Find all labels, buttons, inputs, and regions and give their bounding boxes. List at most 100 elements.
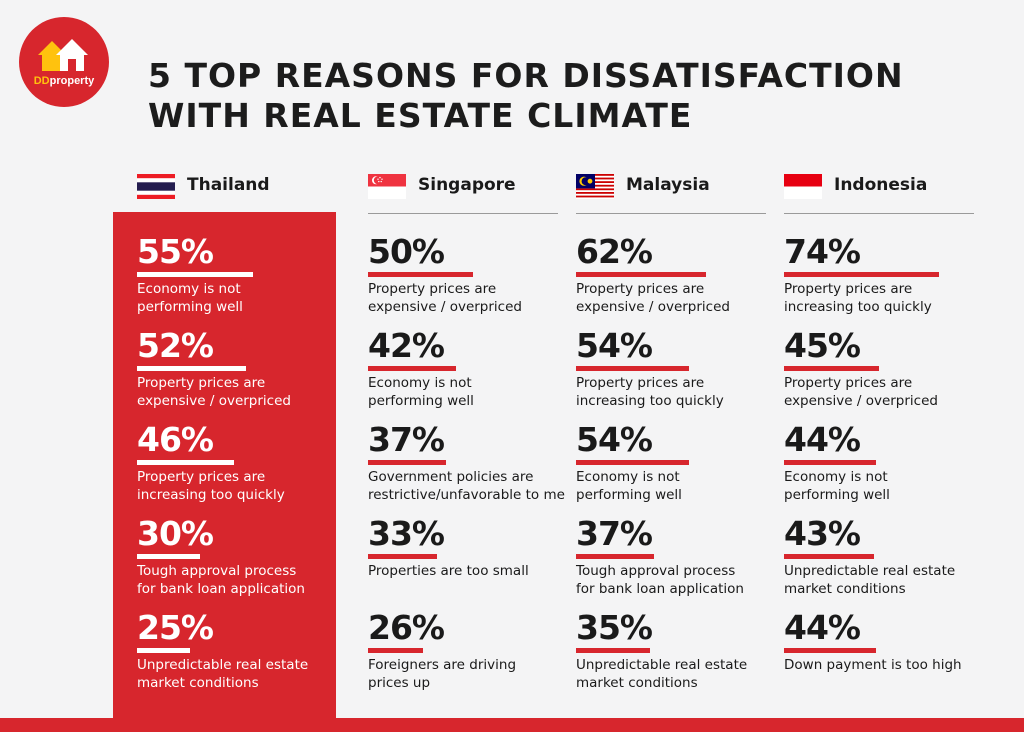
reason-line-1: Economy is not [576,469,680,485]
reason-label: Property prices are expensive / overprice… [368,280,568,316]
percent-label: 74% [784,232,861,271]
reason-label: Unpredictable real estate market conditio… [784,562,984,598]
reason-label: Government policies are restrictive/unfav… [368,468,568,504]
reason-line-1: Tough approval process [576,563,736,579]
percent-bar [137,366,246,371]
reason-label: Property prices are expensive / overprice… [784,374,984,410]
reason-line-2: performing well [784,487,890,503]
reason-item: 42% Economy is not performing well [368,326,568,409]
reason-line-1: Unpredictable real estate [784,563,956,579]
percent-label: 30% [137,514,214,553]
percent-label: 52% [137,326,214,365]
percent-label: 25% [137,608,214,647]
reason-label: Economy is not performing well [576,468,776,504]
reason-line-2: for bank loan application [137,581,305,597]
reason-label: Economy is not performing well [368,374,568,410]
percent-bar [784,272,939,277]
reason-line-2: market conditions [137,675,259,691]
country-header: Indonesia [784,170,974,214]
reason-line-1: Properties are too small [368,563,529,579]
percent-bar [576,272,706,277]
house-icon [38,39,88,71]
page-title: 5 TOP REASONS FOR DISSATISFACTION WITH R… [148,56,968,136]
percent-label: 26% [368,608,445,647]
reason-line-1: Unpredictable real estate [137,657,309,673]
percent-label: 43% [784,514,861,553]
reason-line-1: Tough approval process [137,563,297,579]
percent-label: 46% [137,420,214,459]
reason-label: Unpredictable real estate market conditio… [576,656,776,692]
reason-line-1: Economy is not [137,281,241,297]
percent-label: 37% [368,420,445,459]
reason-line-2: performing well [368,393,474,409]
reason-item: 35% Unpredictable real estate market condi… [576,608,776,691]
thailand-flag-icon [137,174,175,199]
reason-label: Property prices are increasing too quickl… [576,374,776,410]
reason-item: 25% Unpredictable real estate market condi… [137,608,337,691]
percent-label: 54% [576,326,653,365]
percent-bar [576,460,689,465]
country-column-malaysia: Malaysia 62% Property prices are expensive… [576,170,766,691]
percent-label: 42% [368,326,445,365]
reason-line-1: Unpredictable real estate [576,657,748,673]
percent-bar [368,554,437,559]
reason-item: 74% Property prices are increasing too qui… [784,232,984,315]
reason-item: 54% Economy is not performing well [576,422,776,503]
reason-line-2: performing well [137,299,243,315]
reason-label: Unpredictable real estate market conditio… [137,656,337,692]
header-rule [576,213,766,214]
reason-label: Down payment is too high [784,656,984,674]
reason-item: 43% Unpredictable real estate market condi… [784,514,984,597]
reason-line-2: market conditions [784,581,906,597]
percent-bar [576,366,689,371]
title-line-1: 5 TOP REASONS FOR DISSATISFACTION [148,56,904,95]
reason-label: Property prices are expensive / overprice… [137,374,337,410]
reason-item: 26% Foreigners are driving prices up [368,608,568,691]
reason-line-2: prices up [368,675,431,691]
reason-line-2: expensive / overpriced [368,299,522,315]
reason-line-2: increasing too quickly [576,393,724,409]
percent-label: 35% [576,608,653,647]
reason-line-1: Property prices are [784,375,913,391]
reason-item: 44% Down payment is too high [784,608,984,673]
percent-label: 33% [368,514,445,553]
percent-bar [784,648,876,653]
reason-line-1: Foreigners are driving [368,657,517,673]
reason-line-1: Government policies are [368,469,534,485]
percent-bar [368,460,446,465]
ddproperty-logo: DDproperty [19,17,109,107]
percent-bar [576,648,650,653]
country-name-malaysia: Malaysia [626,175,710,195]
country-header: Malaysia [576,170,766,214]
reason-line-2: restrictive/unfavorable to me [368,487,565,503]
reason-item: 50% Property prices are expensive / overpr… [368,232,568,315]
reason-line-1: Property prices are [368,281,497,297]
percent-bar [576,554,654,559]
reason-line-2: increasing too quickly [137,487,285,503]
malaysia-flag-icon [576,174,614,199]
percent-label: 50% [368,232,445,271]
percent-label: 37% [576,514,653,553]
reason-line-2: expensive / overpriced [137,393,291,409]
reason-item: 30% Tough approval process for bank loan a… [137,514,337,597]
percent-bar [368,272,473,277]
percent-label: 45% [784,326,861,365]
reason-line-1: Economy is not [368,375,472,391]
reason-label: Property prices are increasing too quickl… [784,280,984,316]
percent-bar [368,648,423,653]
reason-line-2: expensive / overpriced [784,393,938,409]
reason-item: 46% Property prices are increasing too qui… [137,420,337,503]
reason-line-2: for bank loan application [576,581,744,597]
reason-line-1: Property prices are [137,469,266,485]
percent-label: 44% [784,608,861,647]
country-header: Singapore [368,170,558,214]
logo-wordmark: DDproperty [33,75,95,87]
reason-label: Tough approval process for bank loan appl… [137,562,337,598]
reason-label: Economy is not performing well [784,468,984,504]
reason-line-1: Property prices are [137,375,266,391]
percent-bar [784,554,874,559]
reason-line-1: Property prices are [576,281,705,297]
reason-line-1: Economy is not [784,469,888,485]
reason-item: 37% Government policies are restrictive/un… [368,420,568,503]
indonesia-flag-icon [784,174,822,199]
